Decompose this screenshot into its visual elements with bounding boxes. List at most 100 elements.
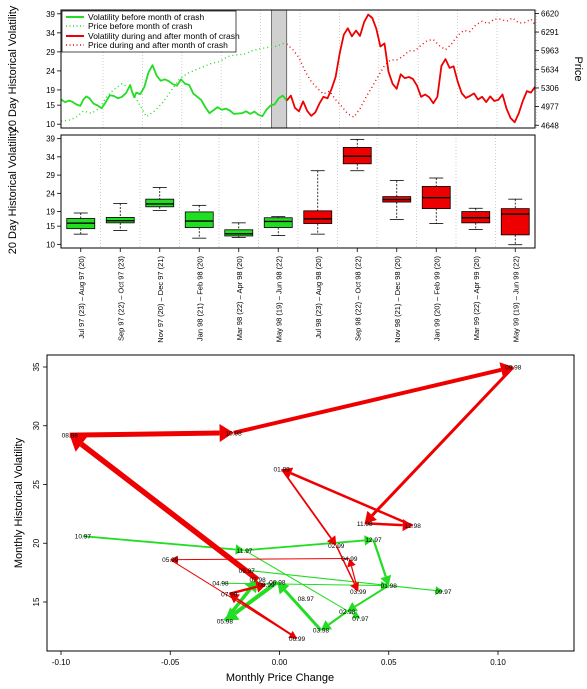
series-line	[61, 42, 286, 122]
trajectory-arrow-head	[277, 582, 290, 595]
trajectory-arrow-head	[235, 544, 245, 555]
trajectory-arrow-shaft	[244, 549, 355, 616]
trajectory-arrow-shaft	[354, 584, 390, 608]
trajectory-arrow-shaft	[372, 539, 387, 577]
timeseries-panel: 10 15 19 24 29 34 39 4648 4977 5306 5634 5963 6291 66…	[7, 5, 584, 132]
left-tick-label: 15	[46, 101, 55, 110]
boxplot-ylabel: 20 Day Historical Volatility	[7, 127, 19, 254]
boxplot-grid	[100, 135, 496, 248]
trajectory-arrow-shaft	[79, 441, 260, 582]
trajectory-arrow-shaft	[290, 472, 414, 527]
point-label: 12.98	[405, 523, 422, 530]
x-tick-label: 0.05	[381, 658, 397, 667]
trajectory-arrow-head	[244, 579, 258, 594]
y-tick-label: 24	[46, 189, 55, 198]
trajectory-arrow-head	[381, 581, 389, 590]
trajectory-arrow-shaft	[246, 569, 436, 592]
left-tick-label: 19	[46, 86, 55, 95]
y-tick-label: 35	[32, 362, 41, 371]
trajectory-arrow-shaft	[82, 535, 236, 551]
legend-label-price-before: Price before month of crash	[88, 21, 193, 31]
right-tick-label: 5634	[541, 65, 559, 74]
trajectory-arrow-head	[499, 362, 514, 378]
point-label: 08.98	[62, 433, 79, 440]
point-label: 07.99	[221, 591, 238, 598]
trajectory-arrow-shaft	[350, 566, 359, 592]
trajectory-arrow-shaft	[236, 598, 298, 640]
boxplot-axes: 10 15 19 24 29 34 39 Jul 97 (23) – Aug 97 (20) S…	[46, 135, 520, 343]
legend-label-vol-after: Volatility during and after month of cra…	[88, 31, 240, 41]
trajectory-arrow-shaft	[244, 539, 365, 552]
trajectory-arrow-shaft	[371, 365, 515, 517]
trajectory-arrow-shaft	[364, 522, 403, 527]
x-tick-label: Mar 99 (22) – Apr 99 (20)	[472, 256, 481, 341]
y-tick-label: 15	[46, 222, 55, 231]
legend-box	[61, 10, 237, 53]
scatter-frame	[46, 354, 575, 652]
trajectory-arrow-head	[364, 510, 377, 524]
trajectory-arrow-head	[347, 558, 356, 568]
right-tick-label: 5963	[541, 47, 559, 56]
box	[184, 211, 214, 228]
y-tick-label: 15	[32, 597, 41, 606]
trajectory-arrow-head	[281, 467, 294, 479]
trajectory-arrow-shaft	[223, 587, 252, 622]
point-label: 09.97	[435, 589, 452, 596]
legend-label-vol-before: Volatility before month of crash	[88, 12, 205, 22]
point-label: 06.98	[269, 580, 286, 587]
point-label: 08.99	[258, 582, 275, 589]
right-tick-label: 5306	[541, 84, 559, 93]
x-tick-label: Mar 98 (22) – Apr 98 (20)	[235, 256, 244, 341]
trajectory-arrow-head	[219, 424, 234, 442]
boxplot-frame	[60, 134, 536, 249]
x-tick-label: Jan 99 (20) – Feb 99 (20)	[432, 256, 441, 342]
y-tick-label: 34	[46, 153, 55, 162]
point-label: 10.97	[75, 534, 92, 541]
point-label: 01.98	[381, 583, 398, 590]
y-tick-label: 19	[46, 208, 55, 217]
right-tick-label: 4977	[541, 103, 559, 112]
x-tick-label: Sep 97 (22) – Oct 97 (23)	[116, 255, 125, 341]
timeseries-series	[61, 13, 535, 124]
scatter-xlabel: Monthly Price Change	[226, 672, 334, 684]
y-tick-label: 20	[32, 538, 41, 547]
box	[263, 217, 293, 228]
x-tick-label: Nov 97 (20) – Dec 97 (21)	[156, 256, 165, 343]
x-tick-label: Sep 98 (22) – Oct 98 (22)	[353, 255, 362, 341]
box	[145, 198, 175, 208]
trajectory-arrow-head	[364, 535, 374, 546]
point-label: 07.97	[352, 616, 369, 623]
trajectory-arrow-head	[69, 435, 88, 452]
series-line	[286, 13, 535, 124]
x-tick-label: -0.05	[161, 658, 180, 667]
scatter-point-labels: 07.97 08.97 09.97 10.97 11.97 12.97 01.98 02.98…	[62, 365, 522, 643]
point-label: 10.98	[225, 430, 242, 437]
box	[303, 210, 333, 224]
point-label: 07.98	[250, 577, 267, 584]
point-label: 02.98	[339, 609, 356, 616]
trajectory-arrow-head	[255, 581, 267, 593]
trajectory-arrow-head	[170, 555, 178, 564]
trajectory-arrow-shaft	[177, 558, 350, 561]
trajectory-arrow-shaft	[328, 610, 348, 626]
trajectory-arrow-head	[435, 586, 444, 595]
scatter-ylabel: Monthly Historical Volatility	[13, 437, 25, 568]
trajectory-arrow-shaft	[335, 545, 356, 585]
timeseries-ylabel: 20 Day Historical Volatility	[7, 5, 19, 132]
y-tick-label: 30	[32, 421, 41, 430]
scatter-axes: -0.10 -0.05 0.00 0.05 0.10 15 20 25 30 35	[32, 362, 506, 667]
point-label: 05.99	[162, 557, 179, 564]
y-tick-label: 10	[46, 240, 55, 249]
point-label: 05.98	[217, 618, 234, 625]
trajectory-arrow-head	[326, 535, 337, 546]
scatter-panel: 07.97 08.97 09.97 10.97 11.97 12.97 01.98 02.98…	[13, 354, 575, 684]
trajectory-arrow-shaft	[228, 585, 258, 595]
trajectory-arrow-shaft	[69, 430, 220, 438]
scatter-arrows	[69, 362, 515, 640]
x-tick-label: May 98 (19) – Jun 98 (22)	[274, 256, 283, 343]
right-tick-label: 4648	[541, 121, 559, 130]
point-label: 09.98	[505, 365, 522, 372]
y-tick-label: 25	[32, 480, 41, 489]
x-tick-label: Jan 98 (21) – Feb 98 (20)	[195, 256, 204, 342]
